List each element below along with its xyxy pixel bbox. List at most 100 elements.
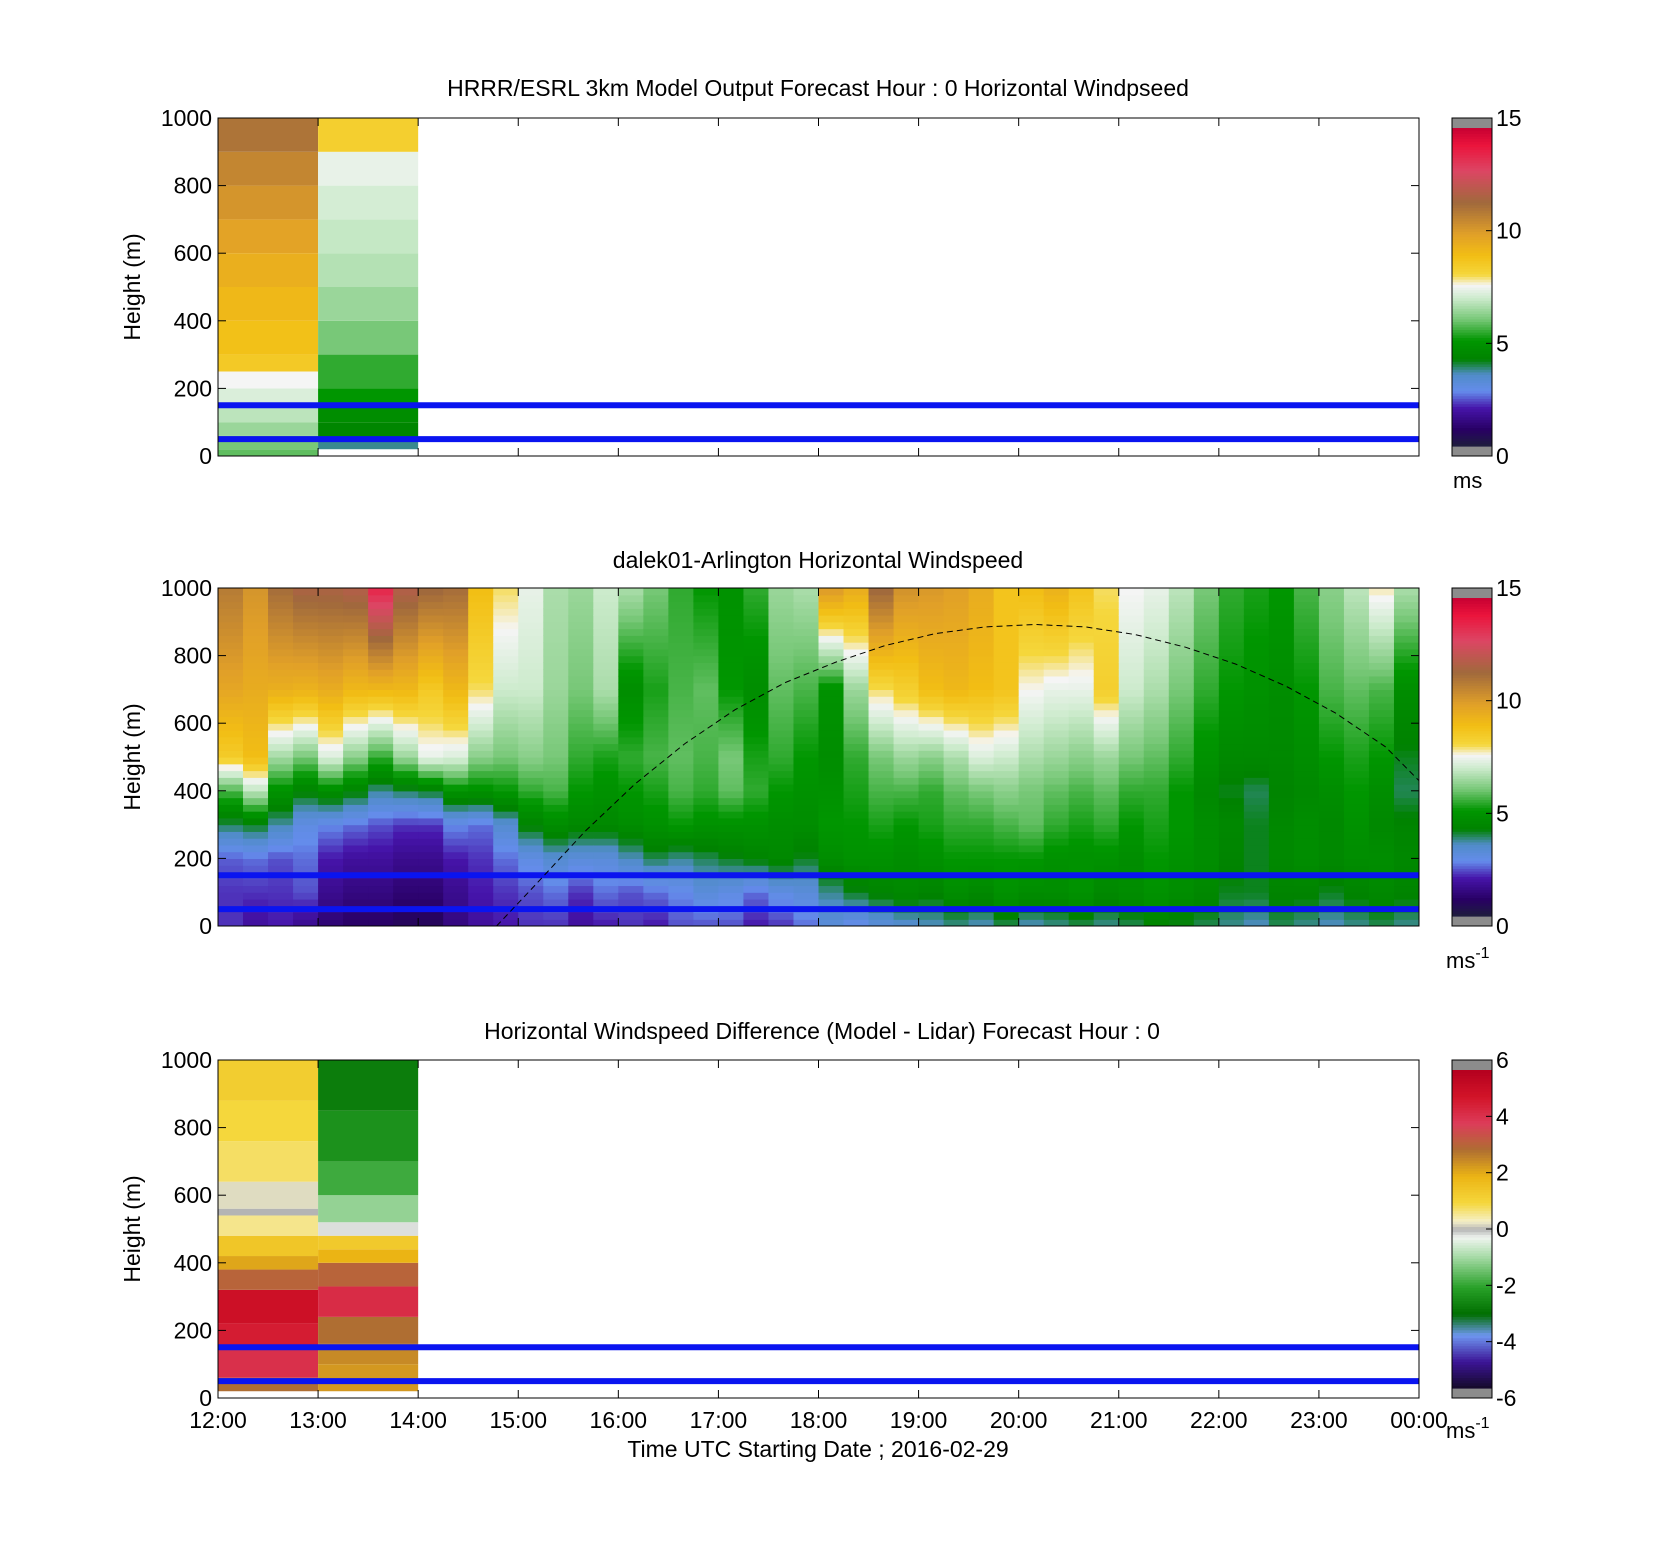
heatmap-cell (893, 750, 920, 758)
heatmap-cell (1068, 831, 1095, 839)
heatmap-cell (893, 588, 920, 596)
heatmap-cell (1268, 648, 1295, 657)
heatmap-cell (1268, 763, 1295, 772)
heatmap-cell (318, 702, 344, 711)
colorbar-segment (1452, 764, 1492, 769)
heatmap-cell (1168, 615, 1195, 623)
heatmap-cell (1093, 729, 1120, 738)
heatmap-cell (1368, 696, 1395, 704)
heatmap-cell (1018, 777, 1045, 785)
heatmap-cell (368, 723, 394, 731)
colorbar-segment (1452, 658, 1492, 663)
heatmap-cell (1393, 777, 1419, 785)
heatmap-cell (668, 811, 694, 819)
heatmap-cell (793, 831, 820, 839)
colorbar-segment (1452, 1274, 1492, 1278)
heatmap-cell (468, 757, 494, 765)
colorbar-segment (1452, 1337, 1492, 1341)
heatmap-cell (418, 669, 444, 677)
heatmap-cell (743, 615, 770, 623)
heatmap-cell (418, 655, 444, 663)
heatmap-cell (1043, 642, 1070, 650)
colorbar-segment (1452, 382, 1492, 386)
heatmap-cell (1118, 817, 1145, 826)
heatmap-cell (243, 716, 269, 724)
heatmap-cell (743, 811, 770, 819)
heatmap-cell (293, 885, 319, 893)
colorbar-segment (1452, 196, 1492, 201)
heatmap-cell (1268, 608, 1295, 616)
heatmap-cell (1193, 648, 1220, 657)
heatmap-cell (218, 662, 244, 670)
colorbar-segment (1452, 398, 1492, 402)
heatmap-cell (793, 682, 820, 690)
heatmap-cell (443, 709, 469, 718)
heatmap-cell (643, 831, 669, 839)
heatmap-cell (1143, 770, 1170, 778)
heatmap-cell (1068, 790, 1095, 799)
heatmap-cell (418, 790, 444, 799)
heatmap-cell (268, 838, 294, 846)
heatmap-cell (1168, 716, 1195, 724)
heatmap-cell (593, 594, 619, 603)
heatmap-cell (1243, 696, 1270, 704)
heatmap-cell (1118, 702, 1145, 711)
heatmap-cell (1293, 601, 1320, 609)
heatmap-cell (493, 594, 519, 603)
heatmap-cell (993, 601, 1020, 609)
heatmap-cell (668, 682, 694, 690)
heatmap-cell (493, 635, 519, 643)
heatmap-cell (618, 682, 644, 690)
heatmap-cell (1368, 838, 1395, 846)
heatmap-cell (1293, 797, 1320, 805)
heatmap-cell (643, 709, 669, 718)
heatmap-cell (793, 588, 820, 596)
heatmap-cell (393, 750, 419, 758)
heatmap-cell (643, 743, 669, 751)
heatmap-cell (1043, 892, 1070, 900)
heatmap-cell (1193, 858, 1220, 866)
heatmap-cell (1193, 817, 1220, 826)
heatmap-cell (443, 824, 469, 832)
heatmap-cell (693, 838, 720, 846)
heatmap-cell (468, 621, 494, 630)
heatmap-cell (1093, 662, 1120, 670)
colorbar-segment (1452, 682, 1492, 687)
heatmap-cell (1143, 885, 1170, 893)
y-tick-label: 200 (174, 1317, 212, 1343)
heatmap-cell (343, 723, 369, 731)
heatmap-cell (1393, 689, 1419, 697)
heatmap-cell (443, 621, 469, 630)
heatmap-cell (918, 784, 945, 792)
heatmap-cell (1393, 729, 1419, 738)
heatmap-cell (218, 185, 319, 220)
heatmap-cell (718, 757, 745, 765)
heatmap-cell (643, 811, 669, 819)
heatmap-cell (1368, 635, 1395, 643)
heatmap-cell (1068, 784, 1095, 792)
heatmap-cell (893, 777, 920, 785)
heatmap-cell (318, 898, 344, 907)
heatmap-cell (843, 851, 870, 859)
heatmap-cell (1393, 588, 1419, 596)
heatmap-cell (218, 669, 244, 677)
y-tick-label: 1000 (161, 1047, 212, 1073)
heatmap-cell (818, 797, 845, 805)
heatmap-cell (1043, 851, 1070, 859)
heatmap-cell (1218, 608, 1245, 616)
heatmap-cell (818, 811, 845, 819)
heatmap-cell (893, 858, 920, 866)
heatmap-cell (1168, 804, 1195, 812)
heatmap-cell (918, 669, 945, 677)
heatmap-cell (568, 675, 594, 684)
heatmap-cell (543, 642, 569, 650)
heatmap-cell (668, 912, 694, 920)
colorbar-segment (1452, 1112, 1492, 1116)
heatmap-cell (1268, 885, 1295, 893)
heatmap-cell (1343, 858, 1370, 866)
colorbar-segment (1452, 387, 1492, 391)
heatmap-cell (1043, 804, 1070, 812)
heatmap-cell (343, 797, 369, 805)
heatmap-cell (1168, 750, 1195, 758)
heatmap-cell (1368, 615, 1395, 623)
